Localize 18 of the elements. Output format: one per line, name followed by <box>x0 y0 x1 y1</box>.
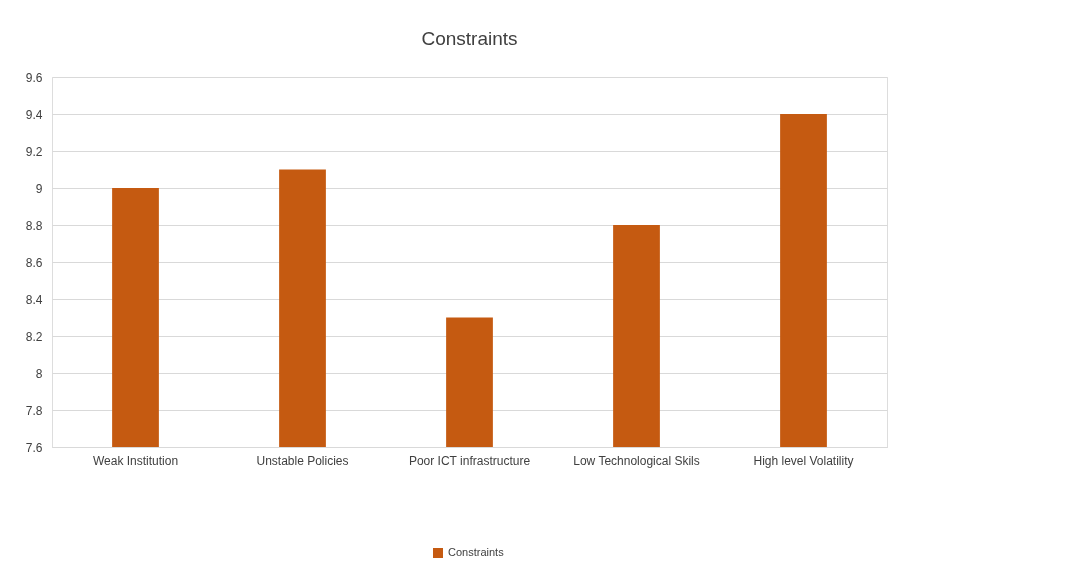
x-tick-label: Unstable Policies <box>256 453 349 468</box>
y-tick-label: 8.8 <box>25 218 43 233</box>
y-tick-label: 9 <box>35 181 43 196</box>
y-tick-label: 9.4 <box>25 107 43 122</box>
y-tick-label: 8 <box>35 366 43 381</box>
y-tick-label: 8.2 <box>25 329 43 344</box>
legend-label: Constraints <box>448 546 505 558</box>
y-tick-label: 9.6 <box>25 70 43 85</box>
y-tick-label: 8.6 <box>25 255 43 270</box>
y-tick-label: 7.6 <box>25 440 43 455</box>
x-tick-label: Poor ICT infrastructure <box>408 453 531 468</box>
y-tick-label: 9.2 <box>25 144 43 159</box>
chart-title: Constraints <box>421 28 518 49</box>
x-tick-label: Low Technological Skils <box>573 453 700 468</box>
x-tick-label: High level Volatility <box>753 453 854 468</box>
y-tick-label: 7.8 <box>25 403 43 418</box>
x-tick-label: Weak Institution <box>92 453 179 468</box>
y-tick-label: 8.4 <box>25 292 43 307</box>
